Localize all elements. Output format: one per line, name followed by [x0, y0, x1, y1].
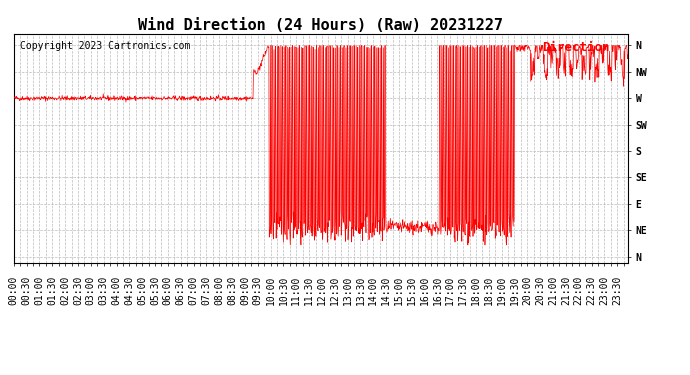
Text: 01:30: 01:30	[48, 275, 57, 305]
Text: 14:30: 14:30	[381, 275, 391, 305]
Text: 21:00: 21:00	[548, 275, 558, 305]
Text: 07:30: 07:30	[201, 275, 211, 305]
Text: 20:00: 20:00	[522, 275, 532, 305]
Text: 18:00: 18:00	[471, 275, 481, 305]
Text: 02:00: 02:00	[60, 275, 70, 305]
Text: 12:00: 12:00	[317, 275, 327, 305]
Text: 16:00: 16:00	[420, 275, 430, 305]
Text: 06:00: 06:00	[163, 275, 173, 305]
Text: 17:30: 17:30	[458, 275, 468, 305]
Text: 13:30: 13:30	[355, 275, 366, 305]
Text: 09:30: 09:30	[253, 275, 263, 305]
Text: 19:00: 19:00	[497, 275, 506, 305]
Text: 00:30: 00:30	[21, 275, 32, 305]
Text: 01:00: 01:00	[34, 275, 44, 305]
Text: 11:30: 11:30	[304, 275, 314, 305]
Text: 20:30: 20:30	[535, 275, 545, 305]
Text: 00:00: 00:00	[9, 275, 19, 305]
Text: 07:00: 07:00	[188, 275, 199, 305]
Text: 11:00: 11:00	[291, 275, 302, 305]
Text: 16:30: 16:30	[433, 275, 442, 305]
Text: 21:30: 21:30	[561, 275, 571, 305]
Text: 03:30: 03:30	[99, 275, 108, 305]
Text: 06:30: 06:30	[176, 275, 186, 305]
Text: 23:00: 23:00	[600, 275, 609, 305]
Text: 08:30: 08:30	[227, 275, 237, 305]
Text: 02:30: 02:30	[73, 275, 83, 305]
Text: 17:00: 17:00	[445, 275, 455, 305]
Text: Copyright 2023 Cartronics.com: Copyright 2023 Cartronics.com	[20, 40, 190, 51]
Text: 15:00: 15:00	[394, 275, 404, 305]
Text: 15:30: 15:30	[407, 275, 417, 305]
Text: 23:30: 23:30	[612, 275, 622, 305]
Text: 05:30: 05:30	[150, 275, 160, 305]
Text: 10:00: 10:00	[266, 275, 275, 305]
Text: 12:30: 12:30	[330, 275, 339, 305]
Text: 04:30: 04:30	[124, 275, 135, 305]
Text: 22:30: 22:30	[586, 275, 597, 305]
Text: 18:30: 18:30	[484, 275, 494, 305]
Text: 19:30: 19:30	[509, 275, 520, 305]
Text: 13:00: 13:00	[343, 275, 353, 305]
Text: 05:00: 05:00	[137, 275, 147, 305]
Text: 22:00: 22:00	[573, 275, 584, 305]
Text: 04:00: 04:00	[112, 275, 121, 305]
Text: 10:30: 10:30	[278, 275, 288, 305]
Text: 08:00: 08:00	[214, 275, 224, 305]
Text: 09:00: 09:00	[240, 275, 250, 305]
Text: 14:00: 14:00	[368, 275, 378, 305]
Title: Wind Direction (24 Hours) (Raw) 20231227: Wind Direction (24 Hours) (Raw) 20231227	[139, 18, 503, 33]
Text: 03:00: 03:00	[86, 275, 96, 305]
Text: Direction: Direction	[542, 40, 609, 54]
